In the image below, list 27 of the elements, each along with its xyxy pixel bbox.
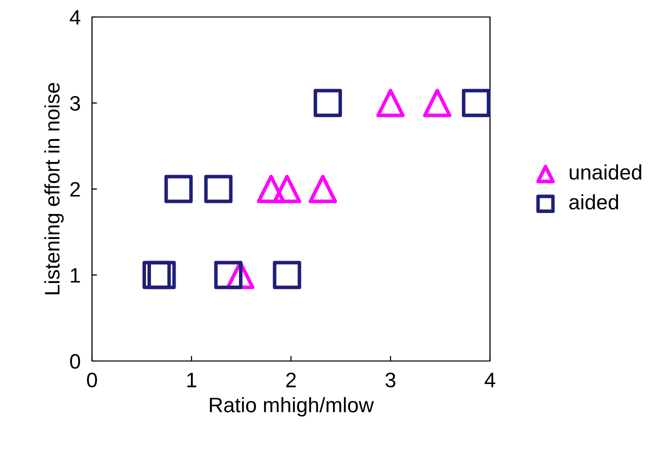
point: [314, 88, 342, 118]
y-axis-title: Listening effort in noise: [44, 82, 64, 294]
point: [147, 260, 176, 290]
point: [376, 88, 405, 118]
y-tick-label: 1: [70, 268, 80, 283]
x-tick-label: 4: [484, 372, 496, 388]
point: [256, 174, 286, 204]
y-tick-label: 4: [70, 10, 80, 25]
y-tick-label: 2: [70, 182, 80, 197]
point: [142, 260, 171, 290]
x-tick-label: 2: [286, 372, 296, 388]
x-tick-label: 0: [87, 372, 97, 388]
point: [272, 174, 302, 204]
point: [214, 260, 242, 290]
point: [462, 88, 490, 118]
point: [164, 174, 193, 204]
y-tick-label: 0: [70, 354, 80, 369]
x-tick-label: 1: [187, 372, 196, 388]
point: [272, 260, 302, 290]
x-tick-label: 3: [386, 372, 396, 388]
y-tick-label: 3: [70, 96, 80, 111]
legend-label: unaided: [570, 164, 642, 180]
x-axis-title: Ratio mhigh/mlow: [210, 397, 374, 417]
legend-label: aided: [569, 194, 618, 210]
point: [423, 88, 452, 118]
point: [204, 174, 233, 204]
point: [308, 174, 337, 204]
